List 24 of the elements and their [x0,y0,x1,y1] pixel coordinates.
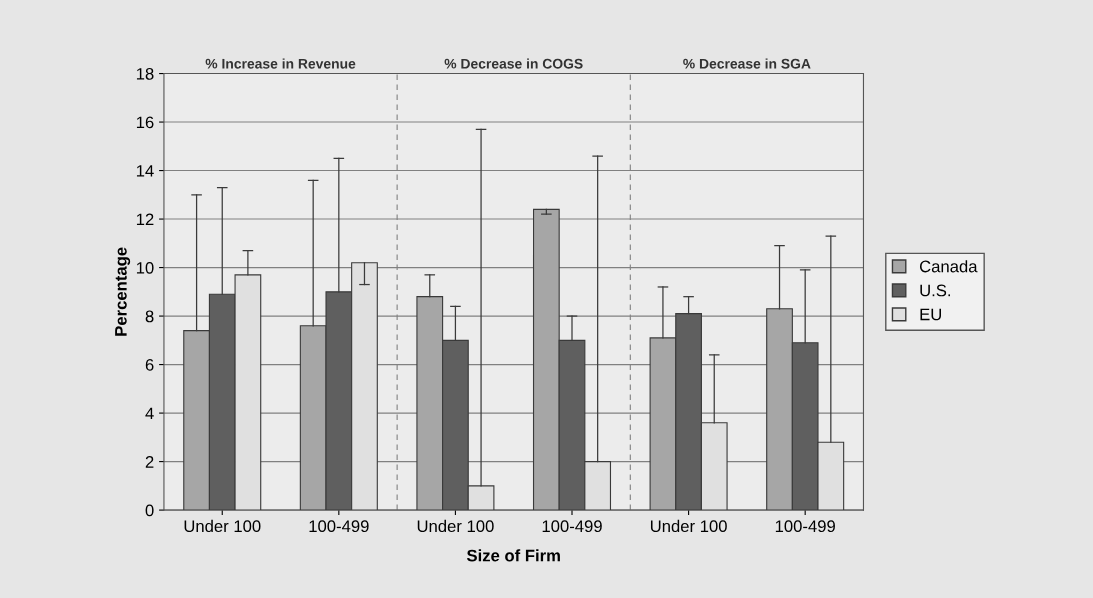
x-tick-label: Under 100 [184,519,261,533]
y-tick-label: 8 [145,310,154,323]
y-tick-label: 14 [136,165,154,177]
y-tick-label: 18 [136,67,154,80]
text: % Decrease in COGS [444,58,583,69]
legend-label: Canada [919,260,978,273]
y-axis-title: Percentage [115,247,131,336]
y-tick-label: 2 [145,455,154,468]
x-tick-label: Under 100 [650,519,727,533]
y-tick-label: 4 [145,407,154,420]
y-tick-label: 16 [136,116,154,129]
legend-label: EU [920,308,941,321]
legend-label: U.S. [920,284,951,297]
text: % Increase in Revenue [205,58,356,69]
text: % Decrease in SGA [683,58,811,69]
x-axis-title: Size of Firm [466,549,560,562]
x-tick-label: Under 100 [417,519,494,533]
y-tick-label: 6 [145,358,154,371]
y-tick-label: 0 [145,504,154,517]
y-tick-label: 12 [136,213,154,226]
x-tick-label: 100-499 [542,520,602,533]
x-tick-label: 100-499 [775,520,835,533]
x-tick-label: 100-499 [309,520,369,533]
y-tick-label: 10 [136,261,154,274]
